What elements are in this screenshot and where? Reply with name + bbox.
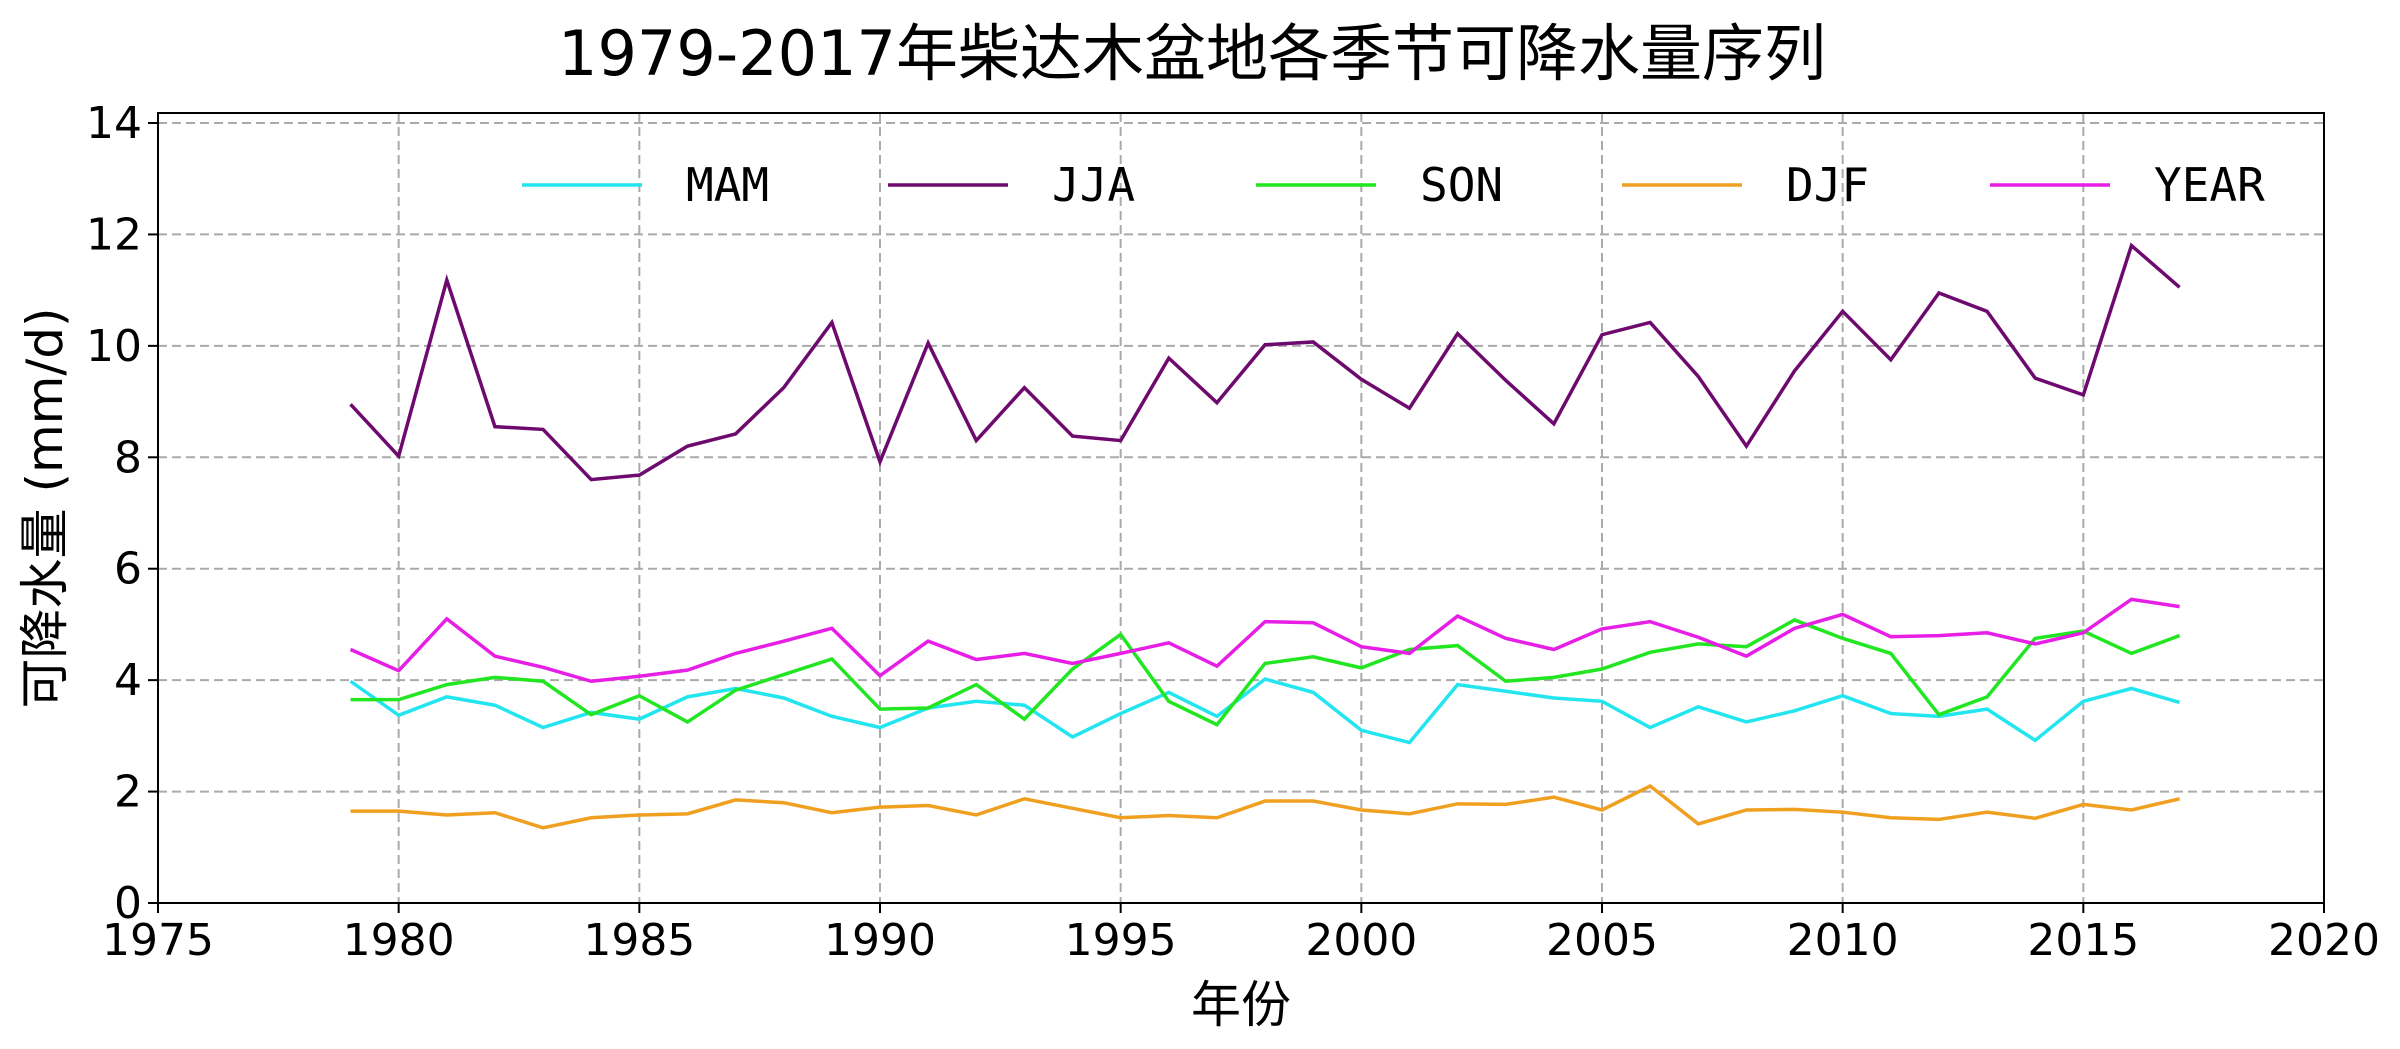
series-lines bbox=[349, 242, 2181, 830]
y-tick-label: 6 bbox=[114, 544, 142, 595]
plot-frame bbox=[157, 112, 2325, 904]
x-tick-label: 1985 bbox=[583, 915, 695, 966]
series-line-year bbox=[349, 597, 2180, 684]
series-line-jja bbox=[349, 242, 2181, 482]
y-tick-label: 10 bbox=[86, 321, 142, 372]
y-tick-label: 8 bbox=[114, 432, 142, 483]
y-tick-label: 12 bbox=[86, 209, 142, 260]
legend: MAM JJA SON DJF YEAR bbox=[522, 158, 2265, 212]
legend-item-jja: JJA bbox=[888, 158, 1135, 212]
ticks: 1975 1980 1985 1990 1995 2000 2005 2010 2015 2020… bbox=[86, 98, 2380, 966]
y-tick-label: 14 bbox=[86, 98, 142, 149]
legend-item-year: YEAR bbox=[1990, 158, 2265, 212]
x-tick-label: 1995 bbox=[1065, 915, 1177, 966]
x-tick-label: 1990 bbox=[824, 915, 936, 966]
x-tick-label: 2015 bbox=[2027, 915, 2139, 966]
y-tick-label: 4 bbox=[114, 655, 142, 706]
legend-item-djf: DJF bbox=[1622, 158, 1869, 212]
legend-label: MAM bbox=[686, 158, 769, 212]
legend-item-son: SON bbox=[1256, 158, 1503, 212]
legend-label: YEAR bbox=[2154, 158, 2265, 212]
series-line-djf bbox=[350, 783, 2180, 830]
y-tick-label: 0 bbox=[114, 878, 142, 929]
y-axis-label: 可降水量 (mm/d) bbox=[16, 308, 74, 709]
series-line-mam bbox=[349, 677, 2181, 745]
chart-title: 1979-2017年柴达木盆地各季节可降水量序列 bbox=[558, 17, 1826, 90]
x-tick-label: 1975 bbox=[102, 915, 214, 966]
x-tick-label: 1980 bbox=[343, 915, 455, 966]
x-tick-label: 2000 bbox=[1305, 915, 1417, 966]
y-tick-label: 2 bbox=[114, 767, 142, 818]
series-line-son bbox=[350, 618, 2181, 727]
grid bbox=[158, 113, 2324, 903]
legend-label: SON bbox=[1420, 158, 1503, 212]
x-axis-label: 年份 bbox=[1191, 976, 1291, 1034]
legend-label: DJF bbox=[1786, 158, 1869, 212]
x-tick-label: 2020 bbox=[2268, 915, 2380, 966]
legend-label: JJA bbox=[1052, 158, 1135, 212]
x-tick-label: 2005 bbox=[1546, 915, 1658, 966]
legend-item-mam: MAM bbox=[522, 158, 769, 212]
x-tick-label: 2010 bbox=[1787, 915, 1899, 966]
